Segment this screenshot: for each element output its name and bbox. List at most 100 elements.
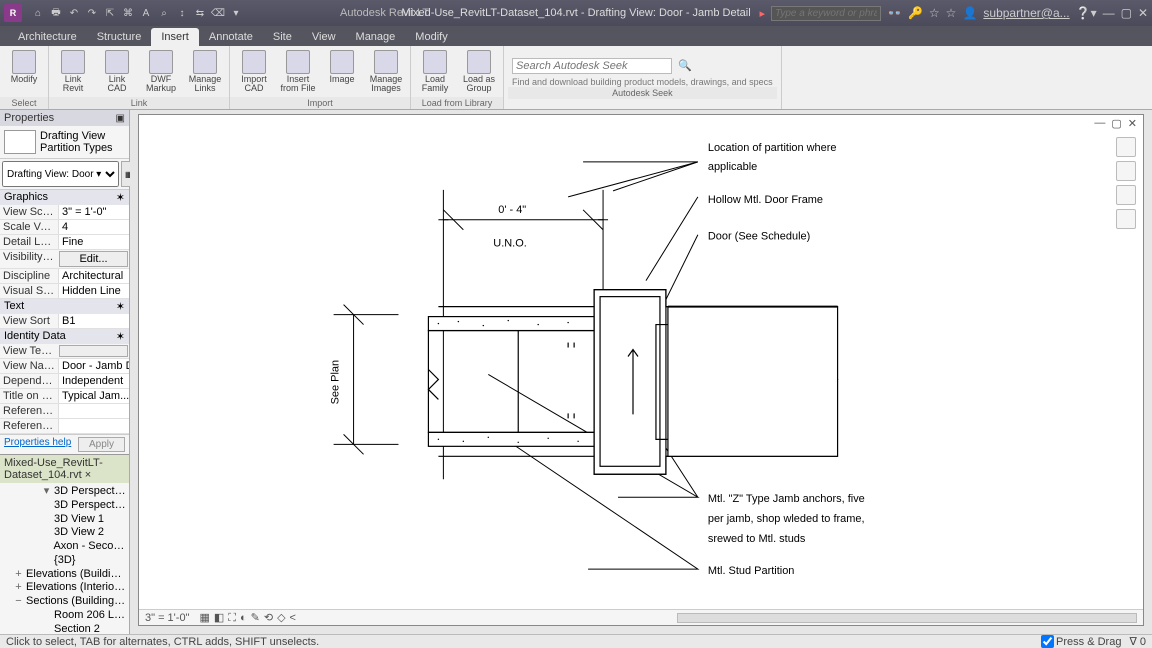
prop-cat-identity-data[interactable]: Identity Data✶ [0, 329, 129, 344]
ribbon-link-cad[interactable]: LinkCAD [97, 48, 137, 94]
prop-row[interactable]: DisciplineArchitectural [0, 269, 129, 284]
qat-btn-3[interactable]: ↷ [84, 5, 100, 21]
svg-text:srewed to Mtl. studs: srewed to Mtl. studs [708, 533, 806, 545]
search-input[interactable] [771, 6, 881, 21]
qat-btn-8[interactable]: ↕ [174, 5, 190, 21]
apply-button[interactable]: Apply [78, 437, 125, 452]
qat-btn-0[interactable]: ⌂ [30, 5, 46, 21]
prop-row[interactable]: View Scale3" = 1'-0" [0, 205, 129, 220]
tree-node[interactable]: 3D View 2 [0, 526, 129, 540]
type-selector[interactable]: Drafting View: Door ▾ [2, 161, 119, 187]
qat-btn-7[interactable]: ⌕ [156, 5, 172, 21]
ribbon-manage-links[interactable]: ManageLinks [185, 48, 225, 94]
scale-label[interactable]: 3" = 1'-0" [145, 612, 189, 624]
tree-node[interactable]: ▾ 3D Perspective - Interior [0, 485, 129, 499]
prop-row[interactable]: Visibility/Grap...Edit... [0, 250, 129, 269]
viewbar-icon-6[interactable]: ◇ [277, 612, 285, 624]
h-scrollbar[interactable] [677, 613, 1137, 623]
tree-node[interactable]: {3D} [0, 554, 129, 568]
viewbar-icon-1[interactable]: ◧ [214, 612, 224, 624]
tab-modify[interactable]: Modify [405, 28, 457, 46]
ribbon-image[interactable]: Image [322, 48, 362, 84]
type-thumbnail[interactable] [4, 130, 36, 154]
properties-panel: Properties▣ Drafting ViewPartition Types… [0, 110, 129, 454]
properties-close-icon[interactable]: ▣ [116, 113, 125, 124]
prop-row[interactable]: DependencyIndependent [0, 374, 129, 389]
ribbon-insert-from file[interactable]: Insertfrom File [278, 48, 318, 94]
qat-btn-4[interactable]: ⇱ [102, 5, 118, 21]
press-drag-toggle[interactable]: Press & Drag [1041, 635, 1121, 648]
ribbon-load-family[interactable]: LoadFamily [415, 48, 455, 94]
tab-structure[interactable]: Structure [87, 28, 152, 46]
tab-site[interactable]: Site [263, 28, 302, 46]
tab-insert[interactable]: Insert [151, 28, 199, 46]
dim-note: U.N.O. [493, 238, 527, 250]
tree-node[interactable]: − Sections (Building Section) [0, 595, 129, 609]
tab-view[interactable]: View [302, 28, 346, 46]
prop-row[interactable]: Visual StyleHidden Line [0, 284, 129, 299]
user-icon[interactable]: 👤 [962, 6, 977, 20]
prop-row[interactable]: View SortB1 [0, 314, 129, 329]
viewbar-icon-3[interactable]: ◐ [240, 612, 247, 624]
viewbar-icon-7[interactable]: < [290, 612, 296, 624]
qat-btn-6[interactable]: A [138, 5, 154, 21]
binoculars-icon[interactable]: 👓 [887, 6, 902, 20]
status-hint: Click to select, TAB for alternates, CTR… [6, 636, 319, 648]
restore-icon[interactable]: ▢ [1121, 6, 1132, 20]
qat-btn-11[interactable]: ▾ [228, 5, 244, 21]
canvas: — ▢ ✕ [130, 110, 1152, 634]
prop-row[interactable]: Detail LevelFine [0, 235, 129, 250]
tree-node[interactable]: + Elevations (Interior Elevation [0, 581, 129, 595]
properties-help-link[interactable]: Properties help [4, 437, 71, 452]
user-menu[interactable]: subpartner@a... [983, 6, 1069, 20]
ribbon-dwf-markup[interactable]: DWFMarkup [141, 48, 181, 94]
qat-btn-2[interactable]: ↶ [66, 5, 82, 21]
prop-row[interactable]: View Template [0, 344, 129, 359]
tab-architecture[interactable]: Architecture [8, 28, 87, 46]
qat-btn-5[interactable]: ⌘ [120, 5, 136, 21]
app-icon[interactable]: R [4, 4, 22, 22]
ribbon-load as-group[interactable]: Load asGroup [459, 48, 499, 94]
key-icon[interactable]: 🔑 [908, 6, 923, 20]
project-browser: Mixed-Use_RevitLT-Dataset_104.rvt × ▾ 3D… [0, 454, 129, 634]
prop-row[interactable]: Scale Value 1:4 [0, 220, 129, 235]
prop-row[interactable]: Referencing S... [0, 404, 129, 419]
viewbar-icon-5[interactable]: ⟲ [264, 612, 273, 624]
viewbar-icon-0[interactable]: ▦ [199, 612, 209, 624]
ribbon-manage-images[interactable]: ManageImages [366, 48, 406, 94]
drawing-view[interactable]: — ▢ ✕ [138, 114, 1144, 626]
tree-node[interactable]: Axon - Second Floor [0, 540, 129, 554]
prop-cat-text[interactable]: Text✶ [0, 299, 129, 314]
tree-node[interactable]: 3D View 1 [0, 513, 129, 527]
tab-annotate[interactable]: Annotate [199, 28, 263, 46]
star2-icon[interactable]: ☆ [946, 6, 957, 20]
close-icon[interactable]: ✕ [1138, 6, 1148, 20]
minimize-icon[interactable]: — [1103, 6, 1115, 20]
tree-node[interactable]: Room 206 Longitudina [0, 609, 129, 623]
ribbon-import-cad[interactable]: ImportCAD [234, 48, 274, 94]
viewbar-icon-4[interactable]: ✎ [251, 612, 260, 624]
prop-row[interactable]: Title on SheetTypical Jam... [0, 389, 129, 404]
star-icon[interactable]: ☆ [929, 6, 940, 20]
tree-node[interactable]: Section 2 [0, 623, 129, 634]
ribbon-link-revit[interactable]: LinkRevit [53, 48, 93, 94]
prop-row[interactable]: View NameDoor - Jamb D... [0, 359, 129, 374]
view-control-bar: 3" = 1'-0" ▦ ◧ ⛶ ◐ ✎ ⟲ ◇ < [139, 609, 1143, 625]
svg-text:Mtl. "Z" Type Jamb anchors, fi: Mtl. "Z" Type Jamb anchors, five [708, 493, 865, 505]
prop-cat-graphics[interactable]: Graphics✶ [0, 190, 129, 205]
browser-header[interactable]: Mixed-Use_RevitLT-Dataset_104.rvt × [0, 455, 129, 483]
seek-search-icon[interactable]: 🔍 [676, 57, 694, 75]
qat-btn-9[interactable]: ⇆ [192, 5, 208, 21]
qat-btn-10[interactable]: ⌫ [210, 5, 226, 21]
prop-row[interactable]: Referencing D... [0, 419, 129, 434]
tab-manage[interactable]: Manage [346, 28, 406, 46]
viewbar-icon-2[interactable]: ⛶ [228, 612, 236, 624]
help-icon[interactable]: ❔▾ [1076, 6, 1097, 20]
ribbon-modify[interactable]: Modify [4, 48, 44, 84]
tree-node[interactable]: + Elevations (Building Elevation [0, 568, 129, 582]
tree-node[interactable]: 3D Perspective - Interior [0, 499, 129, 513]
filter-button[interactable]: ∇ 0 [1129, 635, 1146, 648]
qat-btn-1[interactable]: 🖶 [48, 5, 64, 21]
seek-input[interactable] [512, 58, 672, 74]
status-bar: Click to select, TAB for alternates, CTR… [0, 634, 1152, 648]
